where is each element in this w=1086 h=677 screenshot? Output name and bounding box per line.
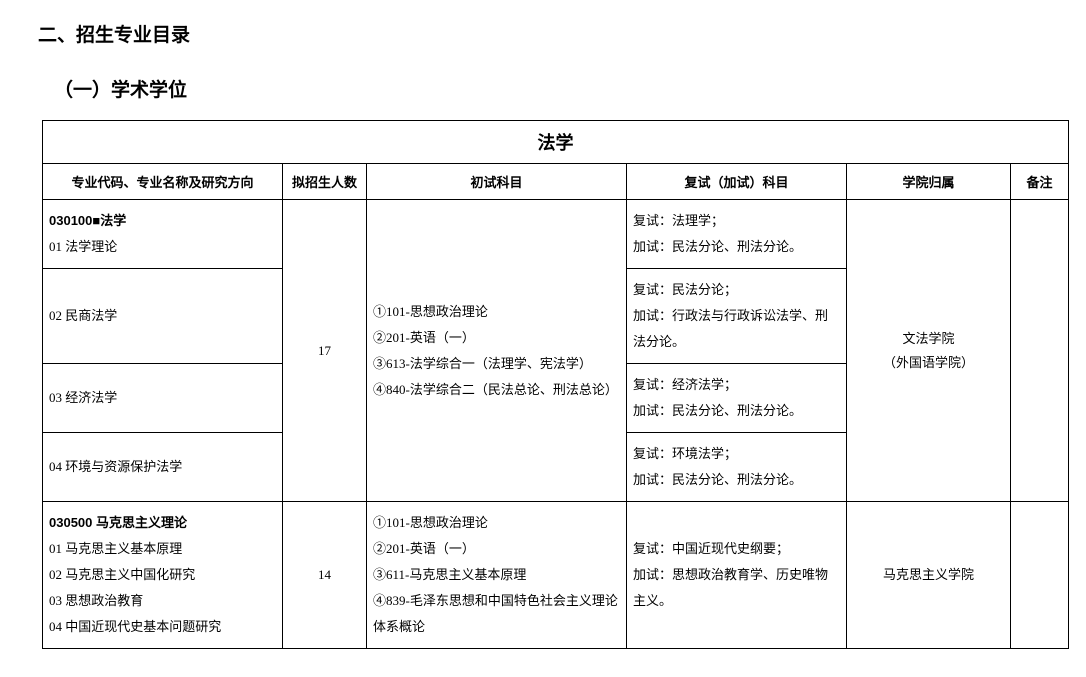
college-cell: 马克思主义学院 bbox=[847, 502, 1011, 649]
retest-cell: 复试：经济法学； 加试：民法分论、刑法分论。 bbox=[627, 364, 847, 433]
retest-fu: 复试：环境法学； bbox=[633, 446, 737, 461]
retest-jia: 加试：民法分论、刑法分论。 bbox=[633, 239, 802, 254]
table-title-row: 法学 bbox=[43, 121, 1069, 164]
initial-subjects-cell: ①101-思想政治理论 ②201-英语（一） ③613-法学综合一（法理学、宪法… bbox=[367, 200, 627, 502]
enroll-cell: 14 bbox=[283, 502, 367, 649]
major-direction: 01 法学理论 bbox=[49, 239, 117, 254]
retest-fu: 复试：经济法学； bbox=[633, 377, 737, 392]
retest-cell: 复试：法理学； 加试：民法分论、刑法分论。 bbox=[627, 200, 847, 269]
initial-subject-line: ④840-法学综合二（民法总论、刑法总论） bbox=[373, 382, 618, 397]
college-line: 马克思主义学院 bbox=[883, 567, 974, 582]
major-cell: 04 环境与资源保护法学 bbox=[43, 433, 283, 502]
major-code-name: 030500 马克思主义理论 bbox=[49, 515, 187, 530]
col-header-enroll: 拟招生人数 bbox=[283, 164, 367, 200]
enroll-cell: 17 bbox=[283, 200, 367, 502]
retest-cell: 复试：民法分论； 加试：行政法与行政诉讼法学、刑法分论。 bbox=[627, 269, 847, 364]
section-heading: 二、招生专业目录 bbox=[38, 20, 1056, 47]
retest-fu: 复试：法理学； bbox=[633, 213, 724, 228]
retest-fu: 复试：中国近现代史纲要； bbox=[633, 541, 789, 556]
retest-fu: 复试：民法分论； bbox=[633, 282, 737, 297]
subsection-heading: （一）学术学位 bbox=[54, 75, 1056, 102]
major-direction: 03 思想政治教育 bbox=[49, 593, 143, 608]
table-header-row: 专业代码、专业名称及研究方向 拟招生人数 初试科目 复试（加试）科目 学院归属 … bbox=[43, 164, 1069, 200]
retest-jia: 加试：民法分论、刑法分论。 bbox=[633, 403, 802, 418]
initial-subject-line: ①101-思想政治理论 bbox=[373, 515, 488, 530]
table-title-cell: 法学 bbox=[43, 121, 1069, 164]
college-line: 文法学院 bbox=[902, 331, 954, 346]
major-cell: 030100■法学 01 法学理论 bbox=[43, 200, 283, 269]
col-header-retest: 复试（加试）科目 bbox=[627, 164, 847, 200]
major-direction: 01 马克思主义基本原理 bbox=[49, 541, 182, 556]
retest-jia: 加试：思想政治教育学、历史唯物主义。 bbox=[633, 567, 828, 608]
table-row: 030500 马克思主义理论 01 马克思主义基本原理 02 马克思主义中国化研… bbox=[43, 502, 1069, 649]
major-direction: 04 环境与资源保护法学 bbox=[49, 459, 182, 474]
initial-subject-line: ③613-法学综合一（法理学、宪法学） bbox=[373, 356, 592, 371]
col-header-initial: 初试科目 bbox=[367, 164, 627, 200]
col-header-college: 学院归属 bbox=[847, 164, 1011, 200]
table-row: 030100■法学 01 法学理论 17 ①101-思想政治理论 ②201-英语… bbox=[43, 200, 1069, 269]
initial-subject-line: ②201-英语（一） bbox=[373, 541, 475, 556]
retest-jia: 加试：民法分论、刑法分论。 bbox=[633, 472, 802, 487]
major-direction: 02 马克思主义中国化研究 bbox=[49, 567, 195, 582]
major-direction: 02 民商法学 bbox=[49, 308, 117, 323]
major-direction: 03 经济法学 bbox=[49, 390, 117, 405]
col-header-major: 专业代码、专业名称及研究方向 bbox=[43, 164, 283, 200]
initial-subject-line: ①101-思想政治理论 bbox=[373, 304, 488, 319]
admission-catalog-table: 法学 专业代码、专业名称及研究方向 拟招生人数 初试科目 复试（加试）科目 学院… bbox=[42, 120, 1069, 649]
major-direction: 04 中国近现代史基本问题研究 bbox=[49, 619, 221, 634]
major-code-name: 030100■法学 bbox=[49, 213, 126, 228]
initial-subject-line: ③611-马克思主义基本原理 bbox=[373, 567, 526, 582]
initial-subject-line: ④839-毛泽东思想和中国特色社会主义理论体系概论 bbox=[373, 593, 618, 634]
initial-subject-line: ②201-英语（一） bbox=[373, 330, 475, 345]
retest-cell: 复试：环境法学； 加试：民法分论、刑法分论。 bbox=[627, 433, 847, 502]
retest-jia: 加试：行政法与行政诉讼法学、刑法分论。 bbox=[633, 308, 828, 349]
major-cell: 03 经济法学 bbox=[43, 364, 283, 433]
college-line: （外国语学院） bbox=[883, 355, 974, 370]
col-header-remark: 备注 bbox=[1011, 164, 1069, 200]
remark-cell bbox=[1011, 200, 1069, 502]
initial-subjects-cell: ①101-思想政治理论 ②201-英语（一） ③611-马克思主义基本原理 ④8… bbox=[367, 502, 627, 649]
remark-cell bbox=[1011, 502, 1069, 649]
college-cell: 文法学院 （外国语学院） bbox=[847, 200, 1011, 502]
retest-cell: 复试：中国近现代史纲要； 加试：思想政治教育学、历史唯物主义。 bbox=[627, 502, 847, 649]
major-cell: 02 民商法学 bbox=[43, 269, 283, 364]
major-cell: 030500 马克思主义理论 01 马克思主义基本原理 02 马克思主义中国化研… bbox=[43, 502, 283, 649]
